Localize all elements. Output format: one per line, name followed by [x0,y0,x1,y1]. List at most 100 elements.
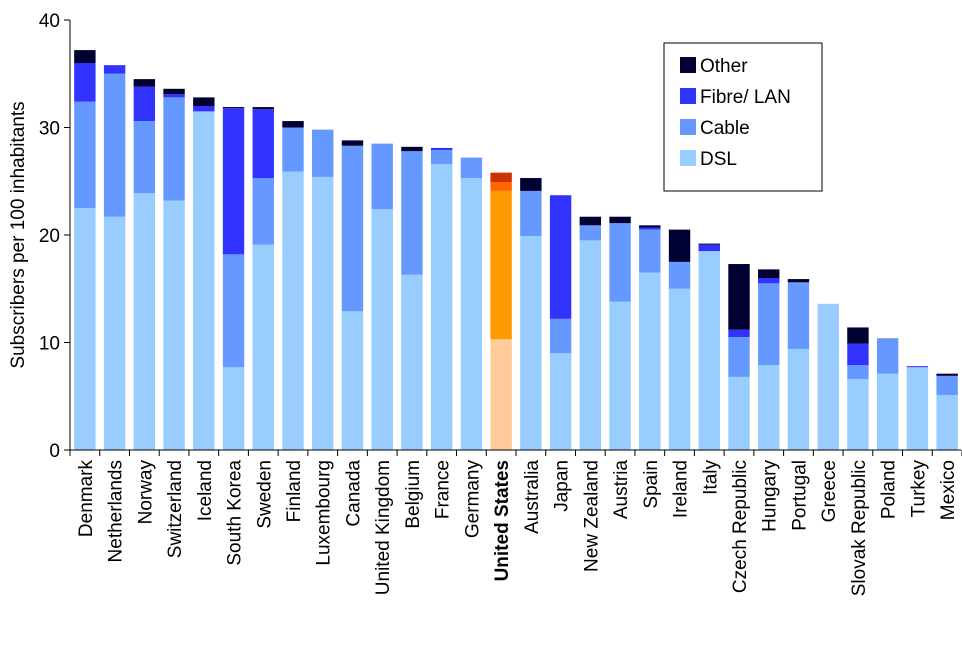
x-category-label: Slovak Republic [849,460,870,596]
legend-label: Fibre/ LAN [700,87,791,108]
y-tick-label: 0 [49,441,60,462]
bar-canada-cable [341,145,364,312]
legend-label: DSL [700,149,737,170]
bar-iceland-other [193,97,215,106]
bar-germany-dsl [460,178,483,450]
bar-mexico-other [936,373,958,376]
bar-finland-cable [282,127,304,172]
bar-czech-republic-other [728,264,750,330]
bar-united-states-other [490,172,512,183]
legend-swatch [680,57,696,73]
x-category-label: Belgium [403,460,424,529]
bar-denmark-fibre-lan [74,63,96,102]
bar-netherlands-cable [103,73,126,217]
bar-slovak-republic-cable [847,365,869,380]
bar-mexico-cable [936,375,958,396]
bar-finland-other [282,121,304,128]
bar-italy-fibre-lan [698,244,720,252]
bar-netherlands-dsl [103,216,126,450]
x-category-label: Czech Republic [730,460,751,593]
bar-denmark-dsl [74,208,96,451]
legend-label: Cable [700,118,750,139]
x-category-label: Norway [135,460,156,525]
x-category-label: Japan [552,460,573,512]
bar-united-kingdom-cable [371,143,393,210]
bar-hungary-other [758,269,780,278]
x-category-label: New Zealand [581,460,602,572]
bar-canada-other [341,140,364,146]
bar-south-korea-cable [222,254,245,368]
bar-belgium-dsl [401,274,423,450]
x-category-label: Ireland [671,460,692,518]
bar-denmark-other [74,50,96,63]
x-category-label: Australia [522,460,543,534]
bar-germany-cable [460,157,483,179]
x-category-label: Denmark [76,460,97,538]
bar-italy-dsl [698,251,720,451]
bars-group [74,50,958,451]
bar-poland-cable [876,338,899,374]
bar-australia-cable [520,190,542,237]
x-category-label: Netherlands [106,460,127,562]
bar-slovak-republic-fibre-lan [847,343,869,366]
bar-netherlands-fibre-lan [103,65,126,74]
bar-sweden-other [252,107,274,110]
y-axis-title: Subscribers per 100 inhabitants [8,101,29,368]
bar-switzerland-cable [163,97,185,201]
bar-ireland-dsl [668,288,691,450]
bar-united-states-dsl [490,339,512,450]
bar-switzerland-dsl [163,200,185,450]
bar-sweden-fibre-lan [252,109,274,179]
bar-belgium-other [401,146,423,152]
x-category-label: France [433,460,454,519]
bar-united-kingdom-dsl [371,209,393,450]
x-category-label: Spain [641,460,662,509]
x-category-label: Finland [284,460,305,522]
x-category-label: Germany [462,460,483,539]
bar-france-dsl [430,164,453,451]
bar-slovak-republic-other [847,327,869,344]
bar-spain-cable [639,229,661,273]
x-category-label: Italy [700,460,721,495]
x-category-label: South Korea [225,460,246,566]
bar-japan-fibre-lan [549,195,572,319]
bar-new-zealand-cable [579,225,602,241]
bar-south-korea-dsl [222,367,245,450]
y-tick-label: 30 [39,119,60,140]
bar-sweden-dsl [252,244,274,450]
legend-swatch [680,88,696,104]
x-category-label: Austria [611,460,632,520]
x-category-label: Mexico [938,460,959,520]
bar-iceland-dsl [193,111,215,451]
bar-turkey-fibre-lan [906,366,929,368]
bar-ireland-cable [668,261,691,289]
bar-switzerland-other [163,88,185,95]
x-category-label: Greece [819,460,840,522]
bar-norway-other [133,79,156,87]
y-tick-label: 40 [39,11,60,32]
bar-sweden-cable [252,178,274,245]
bar-greece-dsl [817,303,839,450]
bar-slovak-republic-dsl [847,379,869,450]
bar-spain-fibre-lan [639,227,661,230]
bar-hungary-dsl [758,365,780,450]
bar-united-states-cable [490,190,512,340]
x-category-label: Canada [343,460,364,527]
x-category-label: United Kingdom [373,460,394,595]
bar-france-fibre-lan [430,147,453,151]
bar-austria-other [609,216,631,224]
x-category-label: Iceland [195,460,216,521]
bar-austria-dsl [609,301,631,450]
bar-new-zealand-other [579,216,602,226]
bar-czech-republic-dsl [728,376,750,450]
y-ticks-group: 0 10 20 30 40 [39,11,70,462]
bar-south-korea-other [222,107,245,109]
bar-denmark-cable [74,101,96,209]
bar-czech-republic-cable [728,337,750,377]
bar-canada-dsl [341,311,364,450]
x-category-label: Turkey [908,460,929,518]
y-tick-label: 10 [39,334,60,355]
bar-japan-dsl [549,353,572,450]
legend-swatch [680,150,696,166]
x-category-label: Portugal [789,460,810,531]
